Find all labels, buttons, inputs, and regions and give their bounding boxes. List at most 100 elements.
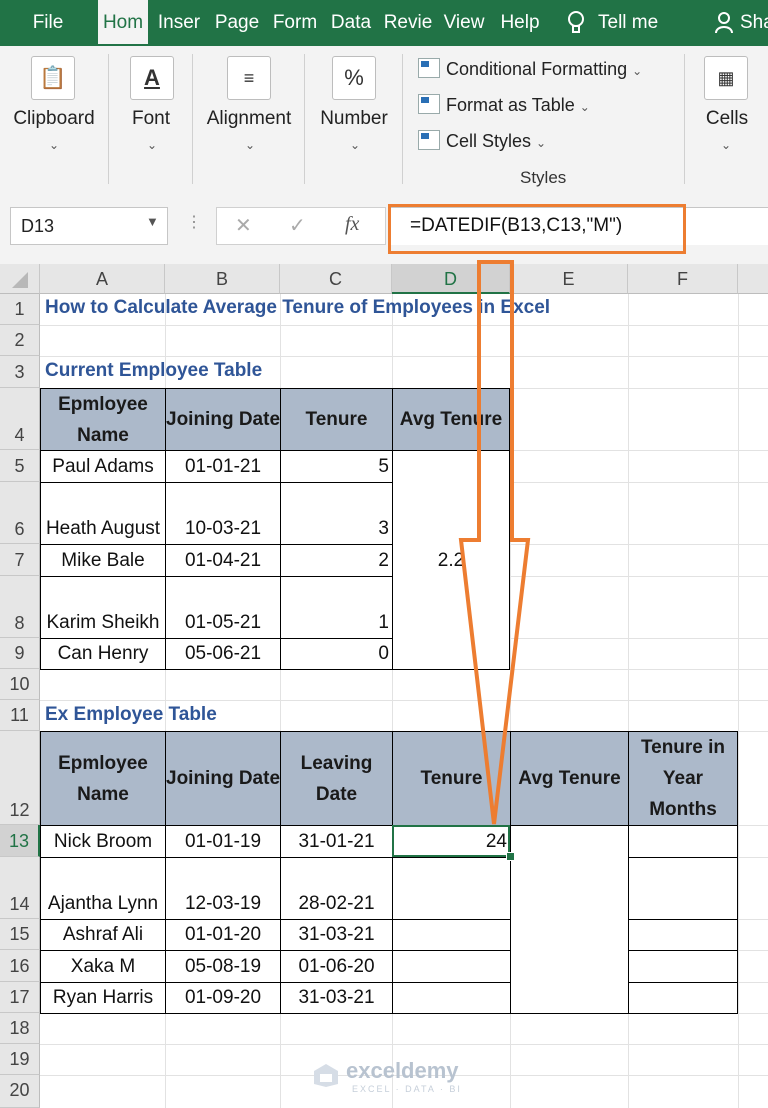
fill-handle[interactable] — [506, 852, 515, 861]
tab-page-layout[interactable]: Page — [214, 12, 260, 33]
table-cell[interactable] — [392, 919, 511, 951]
column-header-g[interactable] — [738, 264, 768, 294]
table-cell[interactable]: 31-03-21 — [280, 919, 393, 951]
table-cell[interactable]: 01-01-21 — [165, 450, 281, 483]
table-cell[interactable]: 10-03-21 — [165, 482, 281, 545]
table-cell[interactable] — [628, 825, 738, 858]
table-cell[interactable] — [392, 982, 511, 1014]
insert-function-icon[interactable]: fx — [345, 213, 360, 235]
table-cell[interactable]: 1 — [280, 576, 393, 639]
table-cell[interactable]: Mike Bale — [40, 544, 166, 577]
ex-table-title[interactable]: Ex Employee Table — [45, 704, 217, 725]
table-cell[interactable]: 31-03-21 — [280, 982, 393, 1014]
table-cell[interactable] — [628, 857, 738, 920]
table-cell[interactable]: 31-01-21 — [280, 825, 393, 858]
row-header[interactable]: 18 — [0, 1013, 40, 1044]
cell-styles-button[interactable]: Cell Styles ⌄ — [418, 126, 546, 156]
table-cell[interactable]: 01-05-21 — [165, 576, 281, 639]
select-all-corner[interactable] — [0, 264, 40, 294]
table-cell[interactable]: Heath August — [40, 482, 166, 545]
row-header[interactable]: 8 — [0, 576, 40, 638]
table-cell[interactable]: 0 — [280, 638, 393, 670]
row-header[interactable]: 7 — [0, 544, 40, 576]
table-cell[interactable]: Ashraf Ali — [40, 919, 166, 951]
group-cells[interactable]: ▦ Cells ⌄ — [686, 46, 768, 192]
chevron-down-icon[interactable]: ▼ — [146, 214, 159, 229]
table-cell[interactable]: Paul Adams — [40, 450, 166, 483]
current-table-title[interactable]: Current Employee Table — [45, 360, 263, 381]
tab-view[interactable]: View — [443, 12, 485, 33]
column-header-a[interactable]: A — [40, 264, 165, 294]
tab-home[interactable]: Hom — [98, 0, 148, 46]
table-cell[interactable]: Xaka M — [40, 950, 166, 983]
conditional-formatting-button[interactable]: Conditional Formatting ⌄ — [418, 54, 642, 84]
table-cell[interactable]: 01-01-19 — [165, 825, 281, 858]
table-cell[interactable]: 5 — [280, 450, 393, 483]
table-cell[interactable]: 3 — [280, 482, 393, 545]
table-cell[interactable]: 05-06-21 — [165, 638, 281, 670]
table-cell[interactable]: Ryan Harris — [40, 982, 166, 1014]
tab-file[interactable]: File — [32, 12, 64, 33]
table-cell[interactable]: 2 — [280, 544, 393, 577]
column-header-c[interactable]: C — [280, 264, 392, 294]
row-header[interactable]: 12 — [0, 731, 40, 825]
formula-input[interactable]: =DATEDIF(B13,C13,"M") — [390, 207, 768, 245]
table-cell[interactable]: Karim Sheikh — [40, 576, 166, 639]
lightbulb-icon[interactable] — [564, 0, 588, 46]
table-cell[interactable]: 05-08-19 — [165, 950, 281, 983]
table-header-cell[interactable]: Leaving Date — [280, 731, 393, 826]
row-header[interactable]: 17 — [0, 982, 40, 1013]
table-header-cell[interactable]: Joining Date — [165, 388, 281, 451]
table-cell[interactable]: 28-02-21 — [280, 857, 393, 920]
table-cell[interactable]: 12-03-19 — [165, 857, 281, 920]
table-cell[interactable] — [392, 857, 511, 920]
table-header-cell[interactable]: Tenure — [280, 388, 393, 451]
row-header[interactable]: 14 — [0, 857, 40, 919]
format-as-table-button[interactable]: Format as Table ⌄ — [418, 90, 590, 120]
row-header[interactable]: 13 — [0, 825, 40, 857]
tab-data[interactable]: Data — [330, 12, 372, 33]
row-header[interactable]: 2 — [0, 325, 40, 356]
table-cell[interactable]: 01-04-21 — [165, 544, 281, 577]
tab-help[interactable]: Help — [500, 12, 540, 33]
table-cell[interactable]: 01-06-20 — [280, 950, 393, 983]
sheet-title[interactable]: How to Calculate Average Tenure of Emplo… — [45, 297, 551, 318]
row-header[interactable]: 5 — [0, 450, 40, 482]
table-cell[interactable]: 01-01-20 — [165, 919, 281, 951]
row-header[interactable]: 15 — [0, 919, 40, 950]
table-cell[interactable]: 01-09-20 — [165, 982, 281, 1014]
table-cell[interactable] — [628, 950, 738, 983]
table-header-cell[interactable]: Tenure — [392, 731, 511, 826]
group-font[interactable]: A Font ⌄ — [110, 46, 192, 192]
table-cell[interactable]: Can Henry — [40, 638, 166, 670]
table-cell[interactable] — [628, 982, 738, 1014]
column-header-d[interactable]: D — [392, 264, 510, 294]
table-header-cell[interactable]: Avg Tenure — [510, 731, 629, 826]
table-cell[interactable] — [392, 950, 511, 983]
column-header-b[interactable]: B — [165, 264, 280, 294]
row-header[interactable]: 20 — [0, 1075, 40, 1108]
table-header-cell[interactable]: Avg Tenure — [392, 388, 510, 451]
column-header-e[interactable]: E — [510, 264, 628, 294]
group-clipboard[interactable]: 📋 Clipboard ⌄ — [0, 46, 108, 192]
row-header[interactable]: 4 — [0, 388, 40, 450]
row-header[interactable]: 11 — [0, 700, 40, 731]
tab-review[interactable]: Revie — [383, 12, 433, 33]
tab-insert[interactable]: Inser — [157, 12, 201, 33]
column-header-f[interactable]: F — [628, 264, 738, 294]
share-button[interactable]: Sha — [740, 12, 768, 33]
table-header-cell[interactable]: Joining Date — [165, 731, 281, 826]
group-alignment[interactable]: ≡ Alignment ⌄ — [194, 46, 304, 192]
tell-me-search[interactable]: Tell me — [598, 12, 659, 33]
row-header[interactable]: 1 — [0, 294, 40, 325]
row-header[interactable]: 16 — [0, 950, 40, 982]
active-cell-outline[interactable] — [392, 825, 510, 857]
person-icon[interactable] — [712, 0, 738, 46]
row-header[interactable]: 3 — [0, 356, 40, 388]
ex-avg-tenure-cell[interactable] — [510, 825, 629, 1014]
row-header[interactable]: 6 — [0, 482, 40, 544]
table-cell[interactable]: Ajantha Lynn — [40, 857, 166, 920]
row-header[interactable]: 9 — [0, 638, 40, 669]
group-number[interactable]: % Number ⌄ — [306, 46, 402, 192]
avg-tenure-cell[interactable]: 2.2 — [392, 450, 510, 670]
